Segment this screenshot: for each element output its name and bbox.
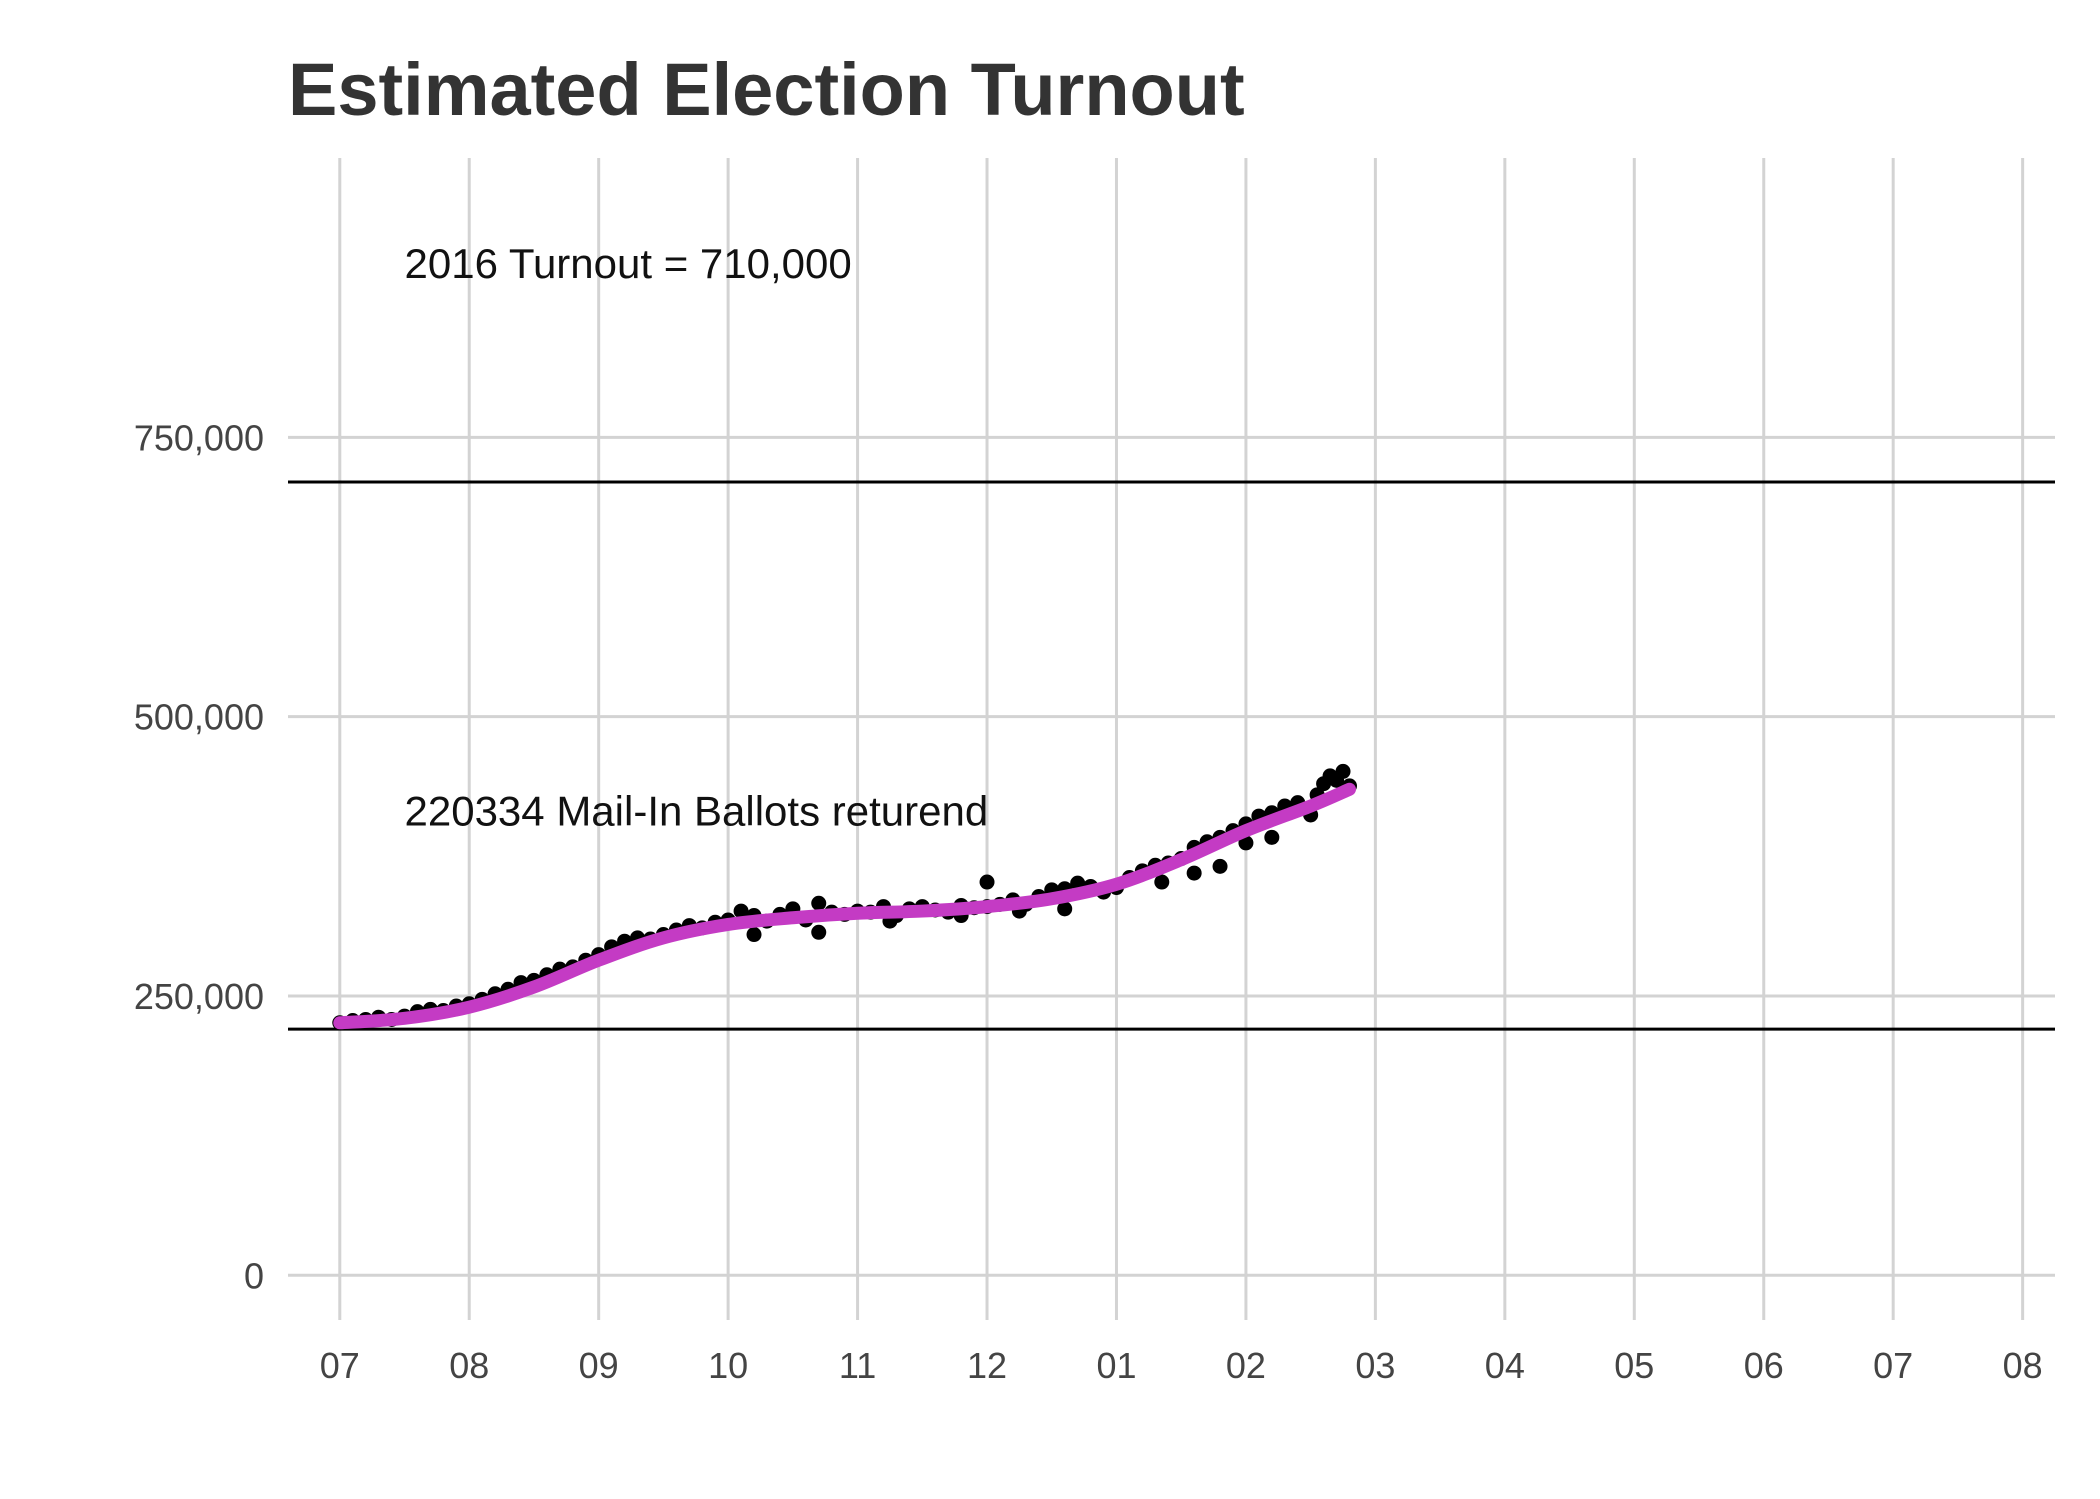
x-tick-label: 03 (1355, 1345, 1395, 1386)
data-point (979, 874, 995, 890)
smooth-trend (333, 782, 1356, 1030)
data-point (1264, 829, 1280, 845)
x-tick-label: 07 (1873, 1345, 1913, 1386)
y-tick-label: 500,000 (134, 697, 264, 738)
x-tick-label: 12 (967, 1345, 1007, 1386)
data-point (1154, 874, 1170, 890)
annotation-label: 220334 Mail-In Ballots returend (405, 788, 989, 835)
data-point (1335, 763, 1351, 779)
x-tick-label: 07 (320, 1345, 360, 1386)
data-point (746, 927, 762, 943)
x-tick-label: 04 (1485, 1345, 1525, 1386)
data-point (733, 903, 749, 919)
y-tick-label: 250,000 (134, 976, 264, 1017)
y-tick-label: 750,000 (134, 417, 264, 458)
axis-tick-labels: 0 250,000 500,000 750,000 07 08 09 10 11 12 01 02 03… (134, 417, 2043, 1386)
data-point (811, 895, 827, 911)
x-tick-label: 08 (449, 1345, 489, 1386)
x-tick-label: 02 (1226, 1345, 1266, 1386)
data-point (1186, 865, 1202, 881)
smooth-trend-line (333, 782, 1356, 1030)
grid-lines (288, 158, 2055, 1320)
reference-lines (288, 480, 2055, 1031)
x-tick-label: 08 (2003, 1345, 2043, 1386)
x-tick-label: 01 (1096, 1345, 1136, 1386)
x-tick-label: 09 (579, 1345, 619, 1386)
annotation-label: 2016 Turnout = 710,000 (405, 240, 852, 287)
x-tick-label: 10 (708, 1345, 748, 1386)
x-tick-label: 11 (839, 1345, 876, 1386)
chart-title: Estimated Election Turnout (288, 48, 1245, 131)
annotations: 2016 Turnout = 710,000 220334 Mail-In Bal… (405, 240, 989, 834)
data-point (1212, 858, 1228, 874)
data-point (1057, 901, 1073, 917)
x-tick-label: 05 (1614, 1345, 1654, 1386)
y-tick-label: 0 (244, 1255, 264, 1296)
x-tick-label: 06 (1744, 1345, 1784, 1386)
data-point (811, 924, 827, 940)
